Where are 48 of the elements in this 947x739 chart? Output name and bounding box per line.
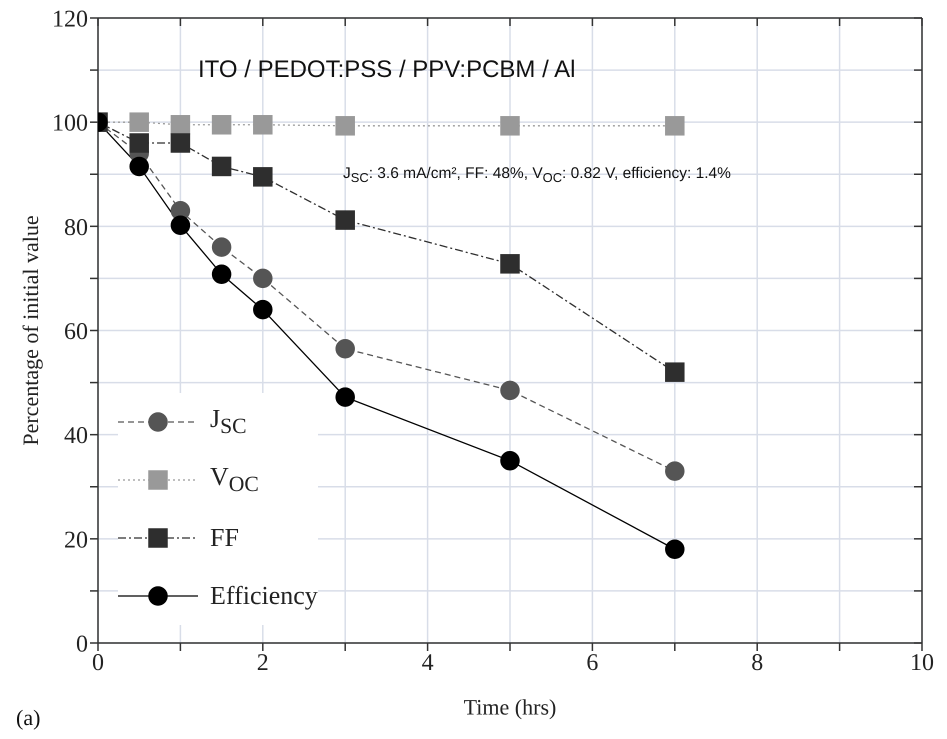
point: [170, 216, 190, 236]
y-tick-label: 40: [64, 423, 88, 450]
annotation: ITO / PEDOT:PSS / PPV:PCBM / Al: [198, 56, 576, 84]
legend-label: FF: [210, 523, 239, 553]
point: [500, 450, 520, 470]
point: [170, 115, 190, 135]
point: [212, 156, 232, 176]
y-tick-label: 0: [76, 632, 88, 658]
point: [253, 268, 273, 288]
point: [212, 237, 232, 257]
x-tick-label: 2: [256, 650, 269, 676]
point: [665, 116, 685, 136]
x-tick-label: 6: [586, 650, 598, 676]
x-tick-label: 4: [422, 650, 434, 676]
point: [335, 210, 355, 230]
y-tick-label: 60: [64, 319, 88, 346]
x-tick-label: 0: [92, 650, 104, 676]
point: [170, 133, 190, 153]
y-tick-label: 100: [52, 110, 88, 137]
point: [500, 380, 520, 400]
y-axis-title: Percentage of initial value: [18, 215, 43, 446]
x-axis-title: Time (hrs): [464, 694, 556, 720]
point: [253, 115, 273, 135]
x-tick-label: 10: [910, 650, 934, 676]
point: [665, 540, 685, 559]
point: [129, 112, 149, 132]
point: [665, 461, 685, 481]
text: (a): [16, 705, 40, 731]
x-tick-label: 8: [751, 650, 764, 676]
point: [335, 338, 355, 358]
legend-label: Efficiency: [210, 581, 318, 611]
point: [253, 300, 273, 320]
point: [129, 133, 149, 153]
point: [129, 156, 149, 176]
point: [212, 264, 232, 284]
point: [335, 116, 355, 136]
point: [212, 115, 232, 135]
point: [253, 167, 273, 187]
point: [335, 387, 355, 407]
legend-label: V$_{OC}$: [210, 462, 259, 498]
y-tick-label: 20: [64, 527, 88, 554]
point: [500, 254, 520, 274]
point: [500, 116, 520, 136]
y-tick-label: 120: [52, 6, 88, 33]
annotation: J$_{SC}$: 3.6 mA/cm², FF: 48%, V$_{OC}$: 0.82 V, efficiency: 1.4%: [343, 165, 731, 186]
y-tick-label: 80: [64, 214, 88, 241]
point: [665, 362, 685, 382]
legend-label: J$_{SC}$: [210, 404, 247, 440]
